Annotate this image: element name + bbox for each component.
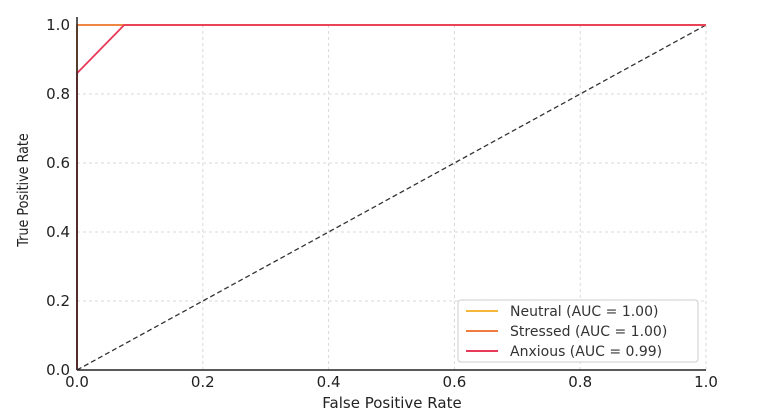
legend: Neutral (AUC = 1.00) Stressed (AUC = 1.00…	[457, 299, 699, 363]
x-tick-label: 0.4	[317, 373, 341, 391]
legend-label: Stressed (AUC = 1.00)	[510, 324, 667, 340]
y-tick-label: 0.0	[46, 361, 70, 379]
y-tick-label: 0.8	[46, 85, 70, 103]
tick-labels: 0.0 0.2 0.4 0.6 0.8 1.0 0.0 0.2 0.4 0.6 0.8 1.0	[46, 16, 718, 391]
legend-label: Neutral (AUC = 1.00)	[510, 304, 658, 320]
x-tick-label: 0.2	[191, 373, 215, 391]
y-axis-title: True Positive Rate	[15, 133, 32, 247]
legend-box	[457, 299, 699, 363]
y-tick-label: 0.4	[46, 223, 70, 241]
y-tick-label: 0.6	[46, 154, 70, 172]
x-tick-label: 0.6	[442, 373, 466, 391]
x-axis-title: False Positive Rate	[322, 394, 461, 412]
legend-label: Anxious (AUC = 0.99)	[510, 344, 662, 360]
x-tick-label: 0.8	[568, 373, 592, 391]
axes	[76, 17, 706, 371]
y-tick-label: 0.2	[46, 292, 70, 310]
x-tick-label: 1.0	[694, 373, 718, 391]
x-tick-label: 0.0	[65, 373, 89, 391]
y-tick-label: 1.0	[46, 16, 70, 34]
